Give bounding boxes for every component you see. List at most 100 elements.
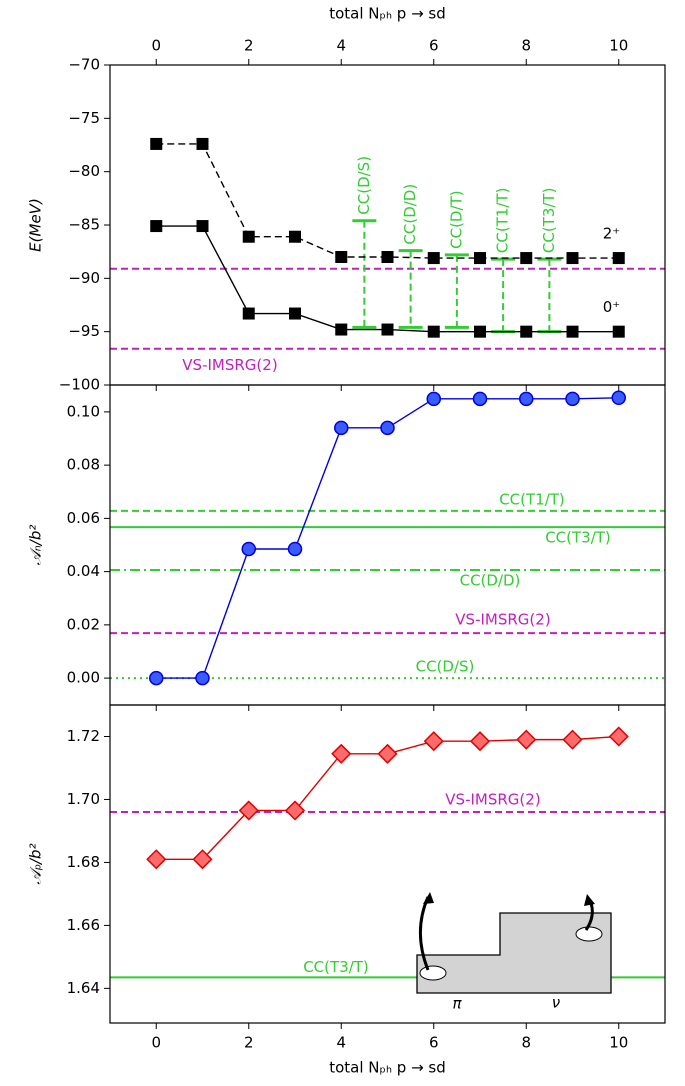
marker [567, 326, 579, 338]
reference-label: CC(T1/T) [499, 490, 565, 508]
marker [197, 220, 209, 232]
marker [332, 745, 350, 763]
marker [335, 324, 347, 336]
error-bar-label: CC(T1/T) [494, 188, 512, 254]
marker [382, 324, 394, 336]
marker [150, 672, 163, 685]
marker [382, 251, 394, 263]
marker [520, 326, 532, 338]
marker [243, 308, 255, 320]
marker [474, 252, 486, 264]
inset-diagram: π ν [417, 892, 611, 1013]
marker [379, 745, 397, 763]
x-tick-label: 4 [336, 1034, 346, 1052]
marker [471, 732, 489, 750]
marker [474, 326, 486, 338]
marker [520, 252, 532, 264]
reference-label: CC(T3/T) [303, 958, 369, 976]
marker [147, 850, 165, 868]
reference-label: CC(T3/T) [545, 529, 611, 547]
marker [335, 421, 348, 434]
y-tick-label: 0.04 [67, 562, 100, 580]
x-tick-label: 6 [429, 37, 439, 55]
marker [286, 801, 304, 819]
marker [517, 731, 535, 749]
reference-label: VS-IMSRG(2) [455, 611, 550, 629]
marker [613, 252, 625, 264]
marker [289, 231, 301, 243]
marker [520, 392, 533, 405]
x-tick-label: 10 [609, 37, 628, 55]
y-tick-label: −75 [68, 109, 100, 127]
plot-frame [110, 65, 665, 385]
y-tick-label: −90 [68, 269, 100, 287]
marker [567, 252, 579, 264]
inset-label: π [452, 995, 462, 1013]
y-tick-label: 1.72 [67, 727, 100, 745]
series-label: 0⁺ [603, 298, 620, 316]
inset-label: ν [552, 994, 560, 1012]
marker [242, 542, 255, 555]
error-bar-label: CC(D/T) [447, 190, 465, 248]
y-tick-label: 0.10 [67, 402, 100, 420]
x-axis-label: total Nₚₕ p → sd [329, 5, 446, 23]
marker [566, 392, 579, 405]
figure: −100 −95 −90 −85 −80 −75 −70 0 2 4 6 8 10 E(MeV) total… [0, 0, 685, 1086]
series-label: 2⁺ [603, 225, 620, 243]
x-tick-label: 8 [521, 1034, 531, 1052]
y-tick-label: −95 [68, 322, 100, 340]
y-tick-label: 1.64 [67, 979, 100, 997]
inset-hole [420, 966, 446, 980]
marker [564, 731, 582, 749]
marker [381, 421, 394, 434]
y-tick-label: 0.00 [67, 669, 100, 687]
y-tick-label: 0.06 [67, 509, 100, 527]
marker [150, 220, 162, 232]
marker [610, 727, 628, 745]
reference-label: CC(D/D) [460, 572, 521, 590]
marker [197, 138, 209, 150]
x-axis-label: total Nₚₕ p → sd [329, 1059, 446, 1077]
y-tick-label: −85 [68, 216, 100, 234]
marker [428, 326, 440, 338]
x-tick-label: 10 [609, 1034, 628, 1052]
x-tick-label: 0 [151, 1034, 161, 1052]
marker [425, 732, 443, 750]
x-tick-label: 6 [429, 1034, 439, 1052]
y-tick-label: 0.08 [67, 456, 100, 474]
marker [613, 326, 625, 338]
error-bar-label: CC(T3/T) [540, 188, 558, 254]
marker [150, 138, 162, 150]
x-tick-label: 4 [336, 37, 346, 55]
inset-hole [576, 927, 602, 941]
y-axis-label: E(MeV) [27, 198, 45, 252]
y-tick-label: 1.70 [67, 790, 100, 808]
marker [289, 542, 302, 555]
y-axis-label: 𝒜ₙ/b² [27, 525, 45, 566]
reference-label: VS-IMSRG(2) [445, 791, 540, 809]
reference-label: CC(D/S) [416, 658, 475, 676]
marker [196, 672, 209, 685]
reference-label: VS-IMSRG(2) [182, 356, 277, 374]
y-tick-label: −70 [68, 56, 100, 74]
y-tick-label: 1.66 [67, 916, 100, 934]
marker [289, 308, 301, 320]
x-tick-label: 8 [521, 37, 531, 55]
inset-shape [417, 913, 611, 993]
x-tick-label: 2 [244, 37, 254, 55]
y-axis-label: 𝒜ₚ/b² [27, 843, 45, 884]
error-bar-label: CC(D/S) [355, 156, 373, 215]
y-tick-label: −80 [68, 162, 100, 180]
marker [428, 252, 440, 264]
y-tick-label: 0.02 [67, 615, 100, 633]
marker [243, 231, 255, 243]
panel: 0.00 0.02 0.04 0.06 0.08 0.10 𝒜ₙ/b² CC(T1/T) CC(… [27, 391, 666, 711]
marker [474, 392, 487, 405]
y-tick-label: −100 [59, 376, 100, 394]
inset-arrowhead [584, 894, 595, 906]
marker [427, 392, 440, 405]
marker [335, 251, 347, 263]
inset-arrowhead [423, 892, 434, 904]
